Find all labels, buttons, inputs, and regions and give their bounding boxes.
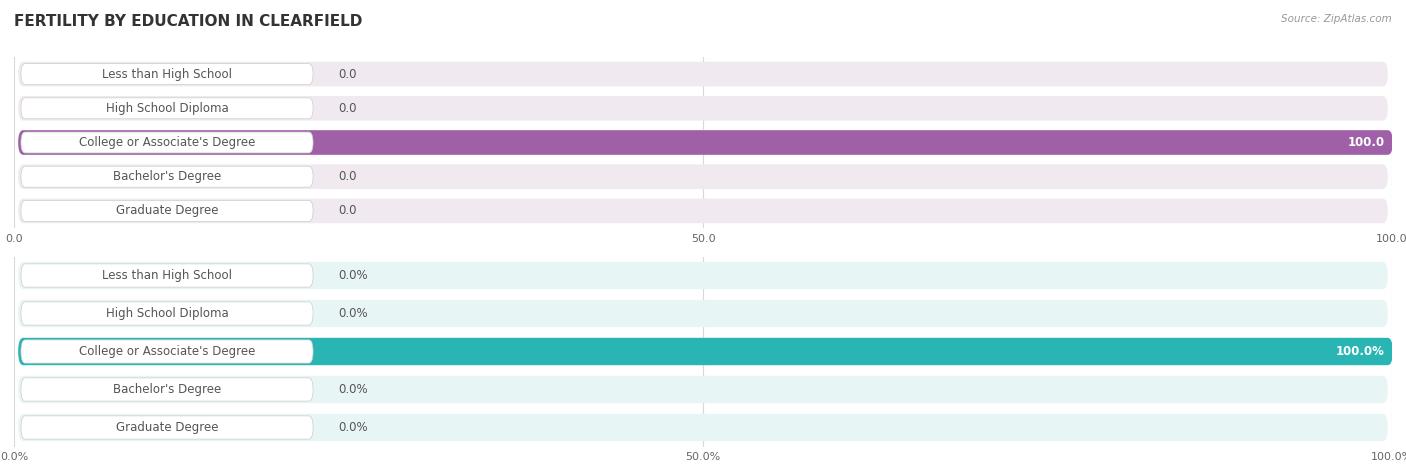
FancyBboxPatch shape — [21, 200, 314, 221]
FancyBboxPatch shape — [21, 302, 314, 325]
FancyBboxPatch shape — [18, 262, 1388, 289]
Text: 0.0: 0.0 — [337, 102, 356, 115]
Text: Bachelor's Degree: Bachelor's Degree — [112, 383, 221, 396]
Text: 100.0%: 100.0% — [1336, 345, 1385, 358]
FancyBboxPatch shape — [18, 164, 1388, 189]
Text: College or Associate's Degree: College or Associate's Degree — [79, 345, 256, 358]
FancyBboxPatch shape — [18, 414, 1388, 441]
Text: 0.0: 0.0 — [337, 204, 356, 218]
Text: 0.0%: 0.0% — [337, 383, 367, 396]
Text: Graduate Degree: Graduate Degree — [115, 204, 218, 218]
Text: 0.0%: 0.0% — [337, 307, 367, 320]
Text: 0.0: 0.0 — [337, 170, 356, 183]
Text: High School Diploma: High School Diploma — [105, 102, 228, 115]
Text: 100.0: 100.0 — [1348, 136, 1385, 149]
FancyBboxPatch shape — [18, 338, 1393, 365]
FancyBboxPatch shape — [21, 264, 314, 287]
FancyBboxPatch shape — [21, 378, 314, 401]
Text: FERTILITY BY EDUCATION IN CLEARFIELD: FERTILITY BY EDUCATION IN CLEARFIELD — [14, 14, 363, 29]
Text: 0.0%: 0.0% — [337, 421, 367, 434]
FancyBboxPatch shape — [21, 340, 314, 363]
Text: College or Associate's Degree: College or Associate's Degree — [79, 136, 256, 149]
Text: Bachelor's Degree: Bachelor's Degree — [112, 170, 221, 183]
Text: Less than High School: Less than High School — [103, 269, 232, 282]
FancyBboxPatch shape — [21, 416, 314, 439]
Text: High School Diploma: High School Diploma — [105, 307, 228, 320]
Text: 0.0%: 0.0% — [337, 269, 367, 282]
FancyBboxPatch shape — [21, 64, 314, 85]
FancyBboxPatch shape — [21, 98, 314, 119]
Text: Graduate Degree: Graduate Degree — [115, 421, 218, 434]
FancyBboxPatch shape — [18, 376, 1388, 403]
FancyBboxPatch shape — [18, 130, 1393, 155]
FancyBboxPatch shape — [21, 132, 314, 153]
FancyBboxPatch shape — [18, 199, 1388, 223]
FancyBboxPatch shape — [18, 62, 1388, 86]
Text: Source: ZipAtlas.com: Source: ZipAtlas.com — [1281, 14, 1392, 24]
Text: Less than High School: Less than High School — [103, 67, 232, 81]
FancyBboxPatch shape — [18, 130, 1388, 155]
FancyBboxPatch shape — [18, 300, 1388, 327]
FancyBboxPatch shape — [21, 166, 314, 187]
FancyBboxPatch shape — [18, 96, 1388, 121]
FancyBboxPatch shape — [18, 338, 1388, 365]
Text: 0.0: 0.0 — [337, 67, 356, 81]
